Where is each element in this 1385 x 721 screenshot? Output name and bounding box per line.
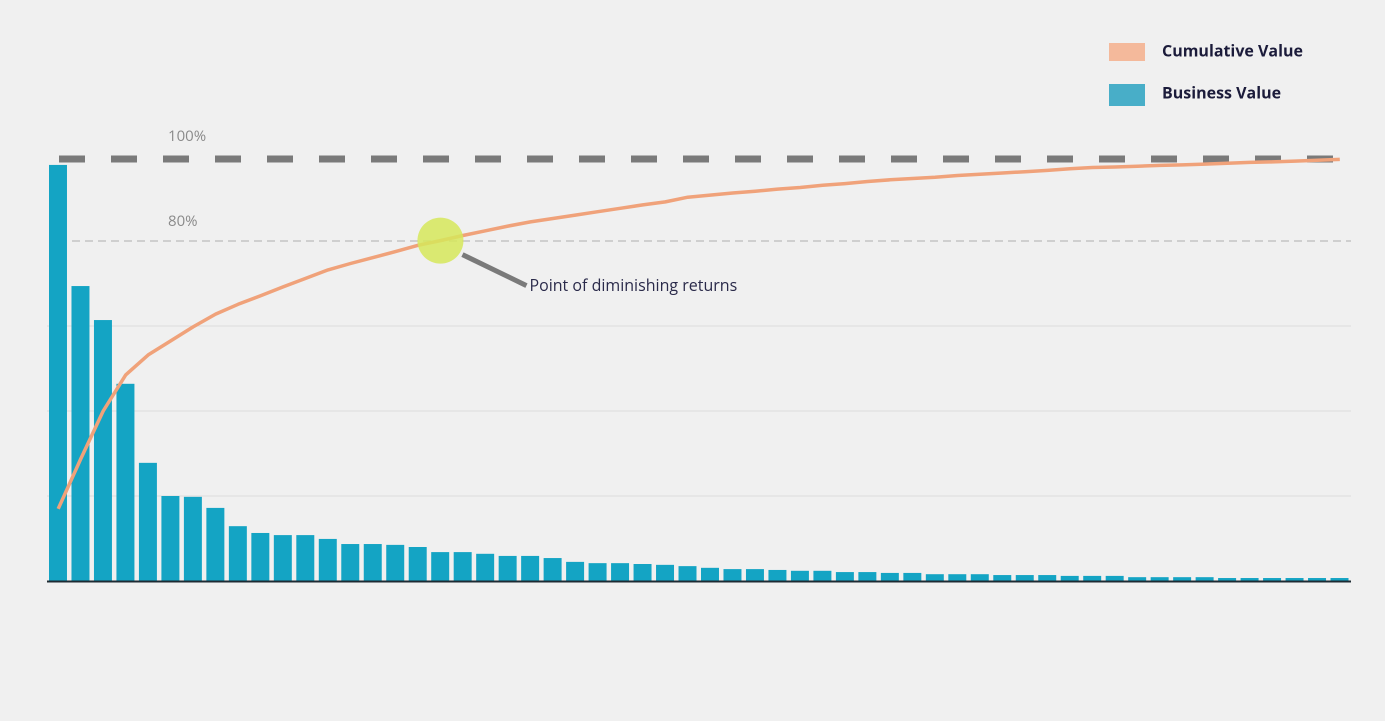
bar (566, 561, 585, 581)
bar (1330, 578, 1349, 581)
bar (1285, 578, 1304, 581)
bar (633, 564, 652, 581)
bar (880, 572, 899, 581)
bar (521, 555, 540, 581)
bar (1060, 575, 1079, 581)
bar (408, 547, 427, 581)
annotation-pointer (461, 252, 528, 288)
bar (790, 570, 809, 581)
cumulative-line (56, 157, 1340, 510)
annotation-marker (417, 217, 464, 264)
bar (611, 563, 630, 581)
bar (1308, 578, 1327, 581)
bar (341, 544, 360, 581)
bar (1128, 577, 1147, 581)
bar (498, 555, 517, 581)
legend-label: Cumulative Value (1162, 39, 1303, 61)
bar (161, 496, 180, 581)
bar (993, 575, 1012, 581)
bar (1105, 575, 1124, 581)
bar (903, 572, 922, 581)
bar (656, 564, 675, 581)
annotation-text: Point of diminishing returns (529, 274, 737, 296)
bar (386, 544, 405, 581)
bar (318, 538, 337, 581)
bar (93, 320, 112, 581)
bar (206, 507, 225, 581)
bar (71, 286, 90, 581)
bar (1083, 575, 1102, 581)
bar (1173, 577, 1192, 581)
bar (1240, 578, 1259, 581)
bar (925, 574, 944, 581)
bar (251, 532, 270, 581)
bar (1038, 575, 1057, 581)
bar (678, 566, 697, 581)
bar (431, 552, 450, 581)
bar (296, 535, 315, 581)
bar (543, 558, 562, 581)
legend-swatch (1109, 84, 1145, 106)
legend-swatch (1109, 43, 1145, 61)
bar (1218, 578, 1237, 581)
bar (1195, 577, 1214, 581)
bar (476, 553, 495, 581)
reference-label: 80% (168, 211, 198, 231)
bar (453, 552, 472, 581)
bar (228, 526, 247, 581)
bar (723, 569, 742, 581)
legend-label: Business Value (1162, 81, 1281, 103)
bar (858, 572, 877, 581)
bar (1150, 577, 1169, 581)
bar (363, 544, 382, 581)
bar (970, 574, 989, 581)
bar (138, 462, 157, 581)
bar (701, 567, 719, 581)
bar (49, 164, 67, 582)
bar (813, 570, 832, 581)
bar (768, 569, 787, 581)
bar (1015, 575, 1034, 581)
reference-label: 100% (168, 126, 206, 146)
bar (588, 563, 607, 581)
bar (273, 535, 292, 581)
bar (745, 569, 764, 581)
bar (116, 383, 135, 581)
bar (183, 496, 202, 581)
bar (1263, 578, 1282, 581)
bar (948, 574, 967, 581)
bar (835, 572, 854, 581)
